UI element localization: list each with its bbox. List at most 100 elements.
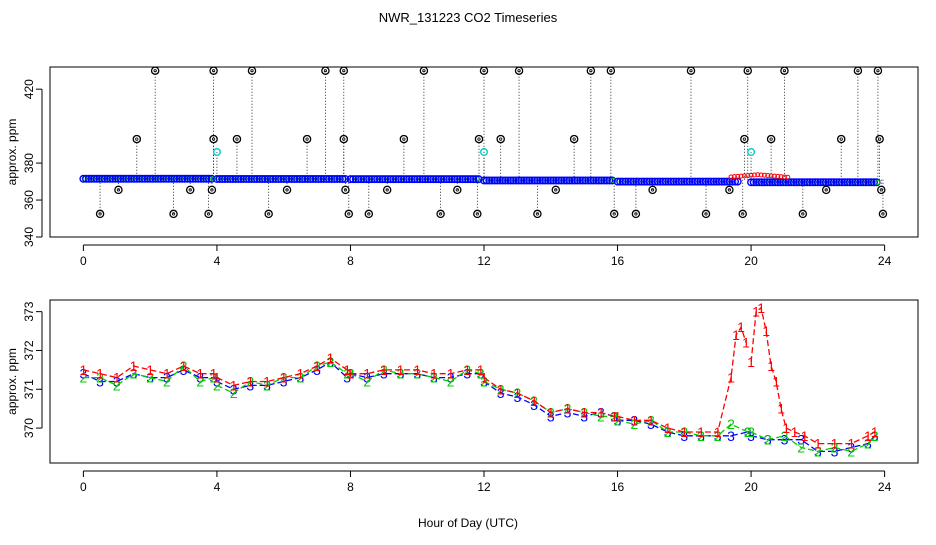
baseline-point [252,174,261,183]
baseline-point [629,177,638,186]
series-3-point: 3 [210,370,218,386]
baseline-point [501,176,510,185]
top-panel: 0 4 8 12 16 20 24 340 360 380 420 approx. ppm [5,66,919,268]
series-3-point: 3 [647,416,655,432]
series-2-point: 2 [814,443,822,459]
x-tick-label: 8 [347,480,354,494]
series-2-point: 2 [363,374,371,390]
outlier-point [606,66,616,75]
baseline-point [106,174,115,183]
series-1-point: 1 [497,381,505,397]
outlier-point [339,134,349,144]
baseline-point [485,176,494,185]
baseline-point [306,174,315,183]
series-2-point: 2 [130,366,138,382]
series-2-point: 2 [210,370,218,386]
baseline-point [605,176,614,185]
flag-point [212,147,221,156]
outlier-point-center [342,137,346,141]
baseline-point [525,176,534,185]
outlier-point-center [517,69,521,73]
series-1-point: 1 [146,362,154,378]
outlier-point [232,134,242,144]
baseline-point [260,174,269,183]
series-3-point: 3 [871,428,879,444]
series-1-point: 1 [347,366,355,382]
baseline-point [242,174,251,183]
baseline-point [699,177,708,186]
outlier-point-center [477,137,481,141]
baseline-point [682,177,691,186]
baseline-point [378,175,387,184]
series-3-point: 3 [744,424,752,440]
baseline-point [298,174,307,183]
series-3-point: 3 [313,362,321,378]
baseline-point [549,176,558,185]
series-2-point: 2 [747,424,755,440]
outlier-point [551,185,561,195]
baseline-point [469,175,478,184]
series-1-point: 1 [363,366,371,382]
series-1-point: 1 [737,319,745,335]
baseline-point [370,175,379,184]
baseline-point [749,178,758,187]
baseline-point [188,174,197,183]
baseline-point [669,177,678,186]
baseline-point [266,174,275,183]
plot-frame [49,299,919,464]
baseline-point-green [874,179,881,185]
outlier-point [453,185,462,195]
baseline-point [466,175,475,184]
baseline-point [341,174,350,183]
series-3-point: 3 [610,408,618,424]
series-1-point: 1 [864,428,872,444]
series-1-point: 1 [210,366,218,382]
baseline-point [434,175,443,184]
series-2-point: 2 [263,377,271,393]
series-1-point: 1 [477,362,485,378]
baseline-point [674,177,683,186]
x-tick-label: 4 [214,480,221,494]
outlier-point [873,66,883,75]
baseline-point [461,175,470,184]
outlier-point [836,134,846,144]
baseline-point [829,178,838,187]
series-2-point: 2 [280,370,288,386]
baseline-point [418,175,427,184]
outlier-point-center [367,212,371,216]
outlier-point-center [801,212,805,216]
series-1-point: 1 [547,405,555,421]
series-3-point: 3 [781,432,789,448]
series-2-point: 2 [213,377,221,393]
outlier-point [631,209,641,219]
series-1-point: 1 [614,408,622,424]
series-1-point: 1 [727,370,735,386]
outlier-point-center [782,69,787,73]
series-3-point: 3 [697,428,705,444]
x-tick-label: 24 [878,254,892,268]
series-1-point: 1 [664,420,672,436]
x-tick-label: 20 [744,480,758,494]
baseline-point [773,178,782,187]
baseline-point [122,174,131,183]
baseline-point [164,174,173,183]
outlier-point-center [116,188,121,192]
baseline-point [290,174,299,183]
outlier-point-center [455,188,459,192]
outlier-point-center [402,137,406,141]
baseline-point [861,178,870,187]
red-spike-point [758,172,764,178]
baseline-point [154,174,163,183]
x-tick-label: 0 [80,480,87,494]
red-spike-point [735,173,741,179]
series-3-point: 3 [630,412,638,428]
baseline-point [845,178,854,187]
baseline-point [156,174,165,183]
baseline-point [805,178,814,187]
baseline-point [621,177,630,186]
red-spike-point [728,174,734,180]
outlier-point-center [742,137,747,141]
baseline-point [771,178,780,187]
series-1-point: 1 [246,374,254,390]
baseline-point [132,174,141,183]
